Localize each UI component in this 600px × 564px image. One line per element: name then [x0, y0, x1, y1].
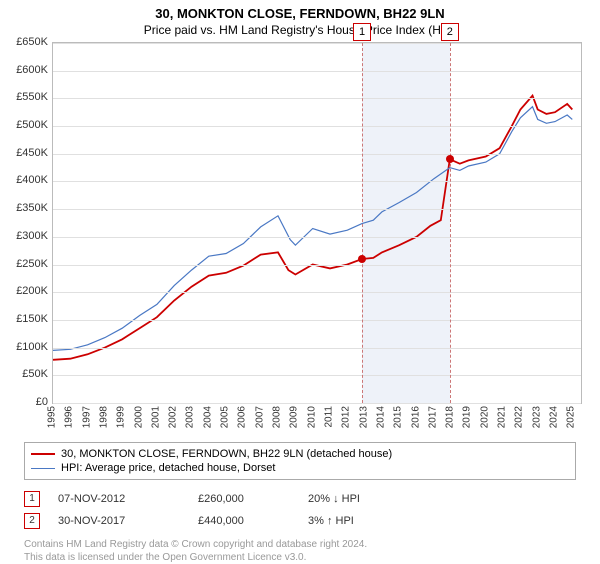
- x-tick-label: 1995: [47, 406, 58, 428]
- y-tick-label: £100K: [4, 341, 48, 353]
- x-tick-label: 2002: [168, 406, 179, 428]
- y-tick-label: £250K: [4, 258, 48, 270]
- x-tick-label: 2008: [272, 406, 283, 428]
- x-tick-label: 2020: [479, 406, 490, 428]
- legend-box: 30, MONKTON CLOSE, FERNDOWN, BH22 9LN (d…: [24, 442, 576, 480]
- x-tick-label: 2006: [237, 406, 248, 428]
- x-tick-label: 2023: [531, 406, 542, 428]
- x-tick-label: 2007: [254, 406, 265, 428]
- sale-price: £440,000: [198, 515, 308, 527]
- sale-diff: 20% ↓ HPI: [308, 493, 418, 505]
- x-tick-label: 2019: [462, 406, 473, 428]
- y-tick-label: £650K: [4, 36, 48, 48]
- x-tick-label: 2009: [289, 406, 300, 428]
- y-tick-label: £550K: [4, 91, 48, 103]
- y-tick-label: £50K: [4, 368, 48, 380]
- gridline-h: [53, 209, 581, 210]
- x-tick-label: 2022: [514, 406, 525, 428]
- x-tick-label: 2011: [323, 406, 334, 428]
- marker-label: 2: [441, 23, 459, 41]
- y-tick-label: £450K: [4, 147, 48, 159]
- x-tick-label: 2018: [445, 406, 456, 428]
- y-tick-label: £600K: [4, 64, 48, 76]
- price-point: [446, 155, 454, 163]
- y-tick-label: £150K: [4, 313, 48, 325]
- x-tick-label: 1998: [98, 406, 109, 428]
- price-point: [358, 255, 366, 263]
- sale-row: 2 30-NOV-2017£440,0003% ↑ HPI: [24, 510, 576, 532]
- legend-label: 30, MONKTON CLOSE, FERNDOWN, BH22 9LN (d…: [61, 448, 392, 460]
- gridline-h: [53, 181, 581, 182]
- x-tick-label: 2000: [133, 406, 144, 428]
- sale-date: 07-NOV-2012: [58, 493, 198, 505]
- gridline-h: [53, 375, 581, 376]
- attribution-line1: Contains HM Land Registry data © Crown c…: [24, 538, 576, 551]
- marker-line: [450, 43, 451, 403]
- y-tick-label: £200K: [4, 285, 48, 297]
- legend-row: 30, MONKTON CLOSE, FERNDOWN, BH22 9LN (d…: [31, 447, 569, 461]
- gridline-h: [53, 126, 581, 127]
- y-tick-label: £350K: [4, 202, 48, 214]
- x-tick-label: 2013: [358, 406, 369, 428]
- sale-diff: 3% ↑ HPI: [308, 515, 418, 527]
- x-tick-label: 2021: [497, 406, 508, 428]
- attribution: Contains HM Land Registry data © Crown c…: [24, 538, 576, 564]
- x-tick-label: 2014: [375, 406, 386, 428]
- legend-row: HPI: Average price, detached house, Dors…: [31, 461, 569, 475]
- gridline-h: [53, 403, 581, 404]
- marker-line: [362, 43, 363, 403]
- sale-row: 1 07-NOV-2012£260,00020% ↓ HPI: [24, 488, 576, 510]
- plot-area: 12: [52, 42, 582, 404]
- gridline-h: [53, 292, 581, 293]
- x-tick-label: 2025: [566, 406, 577, 428]
- chart-container: 30, MONKTON CLOSE, FERNDOWN, BH22 9LN Pr…: [0, 0, 600, 560]
- x-tick-label: 2005: [220, 406, 231, 428]
- x-tick-label: 2017: [427, 406, 438, 428]
- marker-label: 1: [353, 23, 371, 41]
- x-tick-label: 1999: [116, 406, 127, 428]
- x-tick-label: 2012: [341, 406, 352, 428]
- chart-subtitle: Price paid vs. HM Land Registry's House …: [0, 21, 600, 41]
- sales-table: 1 07-NOV-2012£260,00020% ↓ HPI 2 30-NOV-201…: [24, 488, 576, 532]
- gridline-h: [53, 71, 581, 72]
- x-tick-label: 1996: [64, 406, 75, 428]
- gridline-h: [53, 348, 581, 349]
- legend-and-notes: 30, MONKTON CLOSE, FERNDOWN, BH22 9LN (d…: [24, 442, 576, 564]
- x-tick-label: 2016: [410, 406, 421, 428]
- attribution-line2: This data is licensed under the Open Gov…: [24, 551, 576, 564]
- x-tick-label: 1997: [81, 406, 92, 428]
- x-tick-label: 2004: [202, 406, 213, 428]
- gridline-h: [53, 43, 581, 44]
- sale-marker: 2: [24, 513, 40, 529]
- x-tick-label: 2024: [549, 406, 560, 428]
- gridline-h: [53, 98, 581, 99]
- x-tick-label: 2003: [185, 406, 196, 428]
- y-tick-label: £400K: [4, 174, 48, 186]
- line-layer: [53, 43, 581, 403]
- y-tick-label: £500K: [4, 119, 48, 131]
- gridline-h: [53, 154, 581, 155]
- sale-date: 30-NOV-2017: [58, 515, 198, 527]
- gridline-h: [53, 237, 581, 238]
- legend-label: HPI: Average price, detached house, Dors…: [61, 462, 275, 474]
- series-hpi: [53, 107, 572, 351]
- chart-title: 30, MONKTON CLOSE, FERNDOWN, BH22 9LN: [0, 0, 600, 21]
- gridline-h: [53, 320, 581, 321]
- x-tick-label: 2015: [393, 406, 404, 428]
- sale-marker: 1: [24, 491, 40, 507]
- legend-swatch: [31, 453, 55, 455]
- gridline-h: [53, 265, 581, 266]
- sale-price: £260,000: [198, 493, 308, 505]
- x-tick-label: 2001: [150, 406, 161, 428]
- legend-swatch: [31, 468, 55, 469]
- x-tick-label: 2010: [306, 406, 317, 428]
- y-tick-label: £300K: [4, 230, 48, 242]
- y-tick-label: £0: [4, 396, 48, 408]
